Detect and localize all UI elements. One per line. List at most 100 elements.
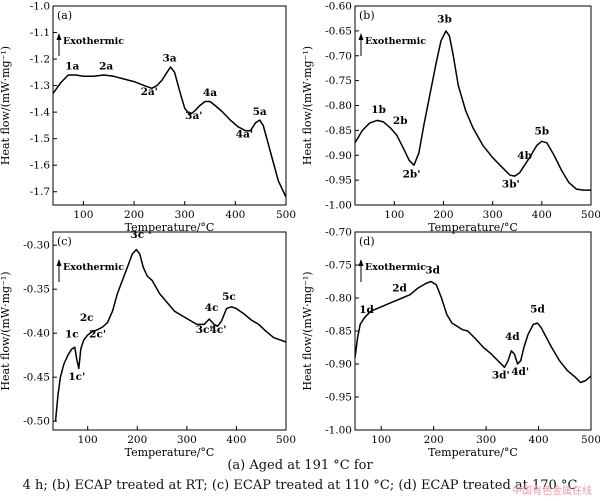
plot-frame [52, 5, 287, 206]
y-tick-label: -0.85 [325, 125, 352, 137]
x-tick-label: 400 [225, 209, 245, 221]
peak-label: 4b [517, 150, 532, 162]
y-tick-label: -0.65 [325, 25, 352, 37]
panel-c: 100 200 300 400 500 -0.30 -0.35 -0.40 -0.45 -0.50… [0, 229, 296, 459]
peak-label: 1b [371, 104, 386, 116]
x-tick-label: 200 [424, 434, 444, 446]
y-axis-label: Heat flow/(mW·mg⁻¹) [301, 46, 314, 165]
y-tick-label: -1.4 [30, 107, 51, 119]
x-tick-label: 500 [581, 434, 600, 446]
exothermic-arrow-head [56, 259, 62, 266]
peak-label: 3b' [502, 179, 520, 191]
peak-label: 3d [425, 265, 440, 277]
x-tick-label: 400 [226, 434, 246, 446]
x-tick-label: 300 [175, 209, 195, 221]
heat-flow-curve [52, 66, 287, 198]
x-tick-label: 400 [529, 434, 549, 446]
peak-label: 3a' [185, 110, 202, 122]
y-tick-label: -0.85 [325, 326, 352, 338]
x-axis-label: Temperature/°C [125, 221, 215, 234]
y-tick-label: -0.40 [23, 328, 50, 340]
peak-label: 4c [205, 302, 219, 314]
peak-label: 5d [530, 304, 545, 316]
x-tick-label: 200 [433, 209, 453, 221]
panel-label: (b) [359, 9, 375, 22]
peak-label: 4c' [210, 324, 227, 336]
panel-b: 100 200 300 400 500 -0.60 -0.65 -0.70 -0.75 -0.80… [301, 1, 600, 235]
y-axis-label: Heat flow/(mW·mg⁻¹) [0, 46, 12, 165]
exothermic-annotation: Exothermic [365, 262, 426, 273]
heat-flow-curve [54, 248, 287, 422]
plot-frame [52, 231, 287, 431]
panel-label: (d) [359, 235, 375, 248]
x-tick-label: 500 [276, 434, 296, 446]
panel-a: 100 200 300 400 500 -1.0 -1.1 -1.2 -1.3 -1.4 -1.5 -… [0, 1, 296, 235]
peak-label: 5a [253, 106, 267, 118]
x-tick-label: 200 [127, 434, 147, 446]
peak-label: 4a' [236, 128, 253, 140]
caption-line-1: (a) Aged at 191 °C for [227, 458, 373, 473]
peak-label: 5c [222, 291, 236, 303]
x-axis-label: Temperature/°C [428, 446, 518, 459]
x-tick-label: 100 [73, 209, 93, 221]
peak-label: 1d [359, 304, 374, 316]
x-tick-label: 300 [476, 434, 496, 446]
y-tick-label: -0.95 [325, 392, 352, 404]
peak-label: 4d' [511, 366, 529, 378]
peak-label: 3d' [492, 370, 510, 382]
peak-label: 2b [393, 115, 408, 127]
x-axis-label: Temperature/°C [428, 221, 518, 234]
watermark: 中国有色金属在线 [512, 486, 592, 497]
exothermic-arrow-head [358, 33, 364, 40]
y-axis-label: Heat flow/(mW·mg⁻¹) [301, 271, 314, 390]
y-tick-label: -1.6 [30, 160, 51, 172]
x-tick-label: 400 [532, 209, 552, 221]
exothermic-annotation: Exothermic [63, 36, 124, 47]
exothermic-arrow-head [56, 33, 62, 40]
peak-label: 3c' [196, 324, 213, 336]
y-tick-label: -1.0 [30, 1, 50, 13]
peak-label: 5b [535, 125, 550, 137]
y-tick-label: -1.00 [325, 200, 352, 212]
y-tick-label: -0.75 [325, 75, 352, 87]
y-tick-label: -0.30 [23, 240, 50, 252]
y-tick-label: -0.75 [325, 260, 352, 272]
y-tick-label: -0.70 [325, 227, 352, 239]
x-tick-label: 200 [124, 209, 144, 221]
peak-label: 2b' [403, 169, 421, 181]
peak-label: 3b [437, 13, 452, 25]
exothermic-annotation: Exothermic [365, 36, 426, 47]
peak-label: 4a [203, 87, 217, 99]
y-tick-label: -0.70 [325, 50, 352, 62]
peak-label: 2a [99, 61, 113, 73]
x-tick-label: 300 [177, 434, 197, 446]
panel-label: (a) [57, 9, 72, 22]
heat-flow-curve [354, 280, 592, 384]
y-tick-label: -0.35 [23, 284, 50, 296]
y-tick-label: -1.00 [325, 425, 352, 437]
caption-line-2: 4 h; (b) ECAP treated at RT; (c) ECAP tr… [22, 478, 578, 493]
y-axis-label: Heat flow/(mW·mg⁻¹) [0, 271, 12, 390]
x-tick-label: 100 [78, 434, 98, 446]
x-tick-label: 100 [384, 209, 404, 221]
y-tick-label: -1.7 [30, 186, 50, 198]
panel-d: 100 200 300 400 500 -0.70 -0.75 -0.80 -0.85 -0.90… [301, 227, 600, 460]
exothermic-annotation: Exothermic [63, 262, 124, 273]
peak-label: 2d [392, 282, 407, 294]
y-tick-label: -0.50 [23, 416, 50, 428]
x-tick-label: 300 [483, 209, 503, 221]
heat-flow-curve [354, 30, 591, 191]
panel-label: (c) [57, 235, 72, 248]
y-tick-label: -0.95 [325, 175, 352, 187]
peak-label: 3c [130, 229, 144, 241]
peak-label: 1a [65, 61, 79, 73]
y-tick-label: -0.90 [325, 359, 352, 371]
y-tick-label: -1.5 [30, 133, 50, 145]
x-tick-label: 500 [276, 209, 296, 221]
y-tick-label: -0.80 [325, 100, 352, 112]
peak-label: 2c [80, 312, 94, 324]
exothermic-arrow-head [358, 259, 364, 266]
peak-label: 2c' [89, 329, 106, 341]
y-tick-label: -0.90 [325, 150, 352, 162]
